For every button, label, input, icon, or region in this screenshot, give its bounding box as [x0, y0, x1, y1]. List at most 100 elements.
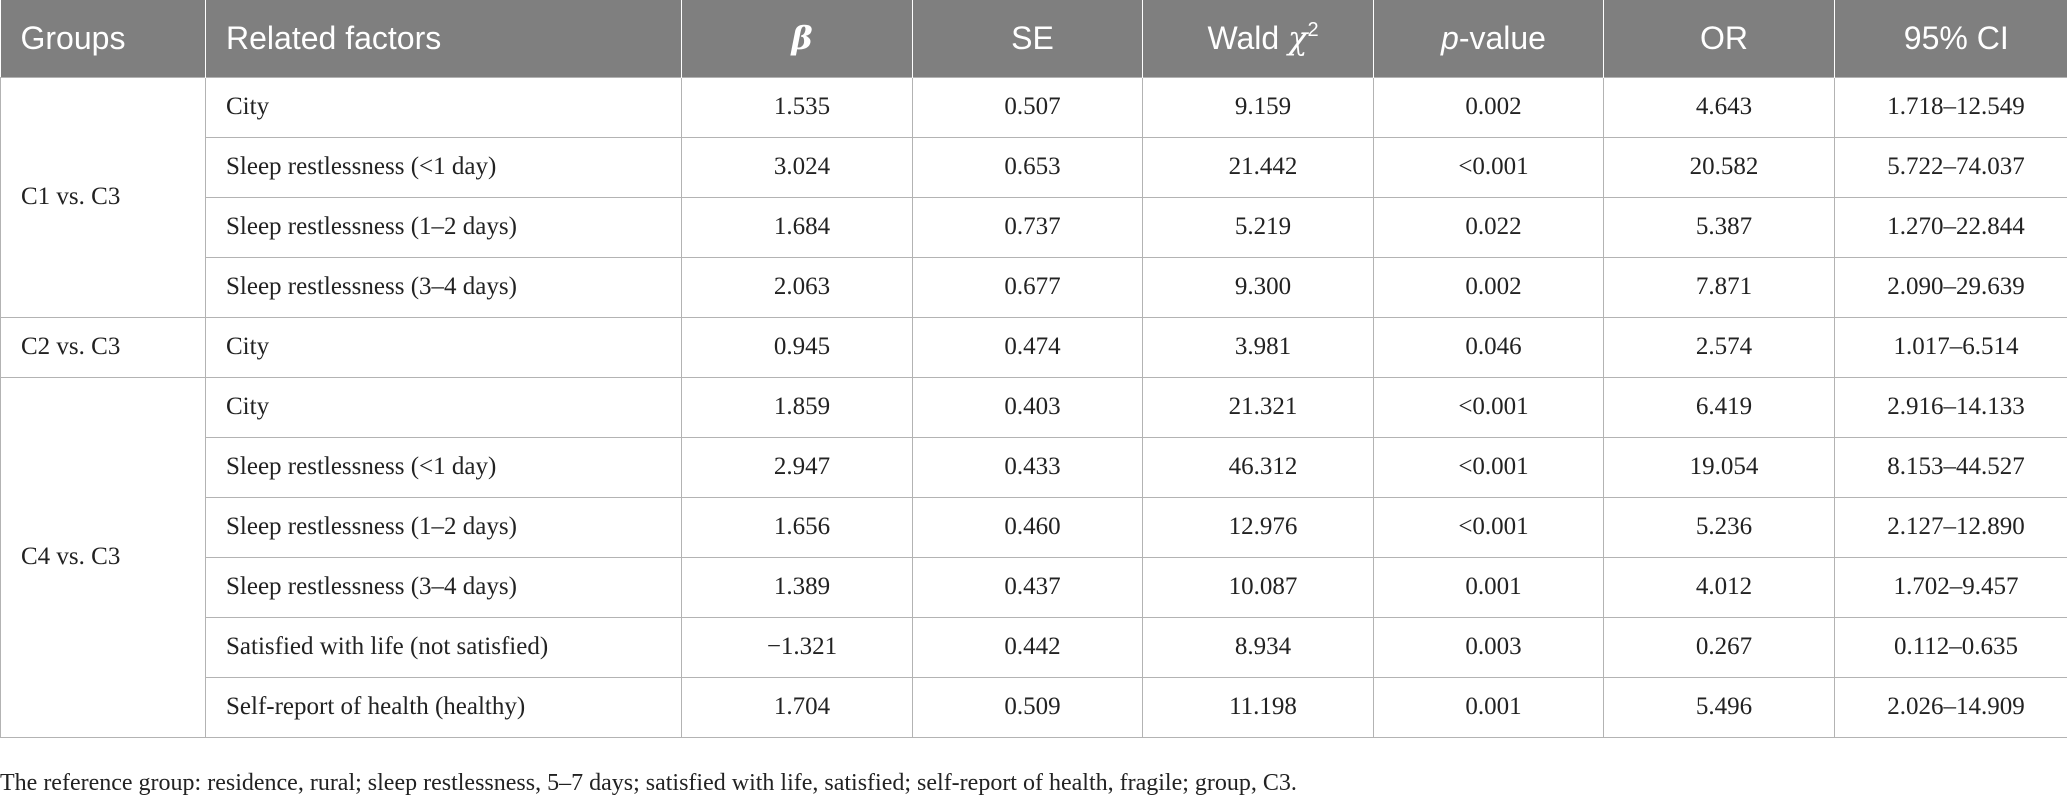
- p-value-cell: <0.001: [1373, 436, 1604, 498]
- or-cell: 5.387: [1603, 196, 1835, 258]
- table-row: Satisfied with life (not satisfied) −1.32…: [1, 616, 2067, 678]
- se-cell: 0.653: [912, 136, 1143, 198]
- beta-cell: 1.389: [681, 556, 913, 618]
- wald-cell: 21.321: [1142, 376, 1374, 438]
- p-suffix: -value: [1458, 19, 1546, 56]
- beta-cell: 2.063: [681, 256, 913, 318]
- group-cell: C4 vs. C3: [0, 376, 206, 738]
- or-cell: 7.871: [1603, 256, 1835, 318]
- or-cell: 0.267: [1603, 616, 1835, 678]
- p-value-cell: <0.001: [1373, 496, 1604, 558]
- factor-cell: Sleep restlessness (1–2 days): [205, 196, 682, 258]
- table-row: Sleep restlessness (<1 day) 2.947 0.433 46.…: [1, 436, 2067, 498]
- table-header: Groups Related factors β SE Wald χ2 p-va…: [0, 0, 2067, 77]
- beta-cell: 1.704: [681, 676, 913, 738]
- beta-cell: 0.945: [681, 316, 913, 378]
- ci-cell: 5.722–74.037: [1834, 136, 2067, 198]
- header-groups: Groups: [0, 0, 206, 77]
- se-cell: 0.460: [912, 496, 1143, 558]
- wald-cell: 9.159: [1142, 76, 1374, 138]
- factor-cell: Sleep restlessness (<1 day): [205, 136, 682, 198]
- or-cell: 6.419: [1603, 376, 1835, 438]
- or-cell: 4.643: [1603, 76, 1835, 138]
- chi-superscript: 2: [1307, 18, 1319, 41]
- se-cell: 0.509: [912, 676, 1143, 738]
- table-row: Sleep restlessness (1–2 days) 1.684 0.737 5…: [1, 196, 2067, 258]
- se-cell: 0.507: [912, 76, 1143, 138]
- factor-cell: Sleep restlessness (3–4 days): [205, 556, 682, 618]
- factor-cell: Sleep restlessness (1–2 days): [205, 496, 682, 558]
- factor-cell: Self-report of health (healthy): [205, 676, 682, 738]
- se-cell: 0.437: [912, 556, 1143, 618]
- wald-cell: 46.312: [1142, 436, 1374, 498]
- header-se: SE: [912, 0, 1143, 77]
- se-cell: 0.403: [912, 376, 1143, 438]
- wald-cell: 10.087: [1142, 556, 1374, 618]
- ci-cell: 0.112–0.635: [1834, 616, 2067, 678]
- ci-cell: 1.017–6.514: [1834, 316, 2067, 378]
- or-cell: 2.574: [1603, 316, 1835, 378]
- table-row: Sleep restlessness (3–4 days) 2.063 0.677 9…: [1, 256, 2067, 318]
- beta-cell: 1.535: [681, 76, 913, 138]
- header-row: Groups Related factors β SE Wald χ2 p-va…: [0, 0, 2067, 77]
- p-value-cell: 0.001: [1373, 556, 1604, 618]
- regression-table-container: Groups Related factors β SE Wald χ2 p-va…: [0, 0, 2067, 738]
- or-cell: 4.012: [1603, 556, 1835, 618]
- table-row: Sleep restlessness (<1 day) 3.024 0.653 21.…: [1, 136, 2067, 198]
- group-cell: C2 vs. C3: [0, 316, 206, 378]
- beta-cell: 2.947: [681, 436, 913, 498]
- wald-cell: 21.442: [1142, 136, 1374, 198]
- wald-cell: 3.981: [1142, 316, 1374, 378]
- ci-cell: 2.127–12.890: [1834, 496, 2067, 558]
- beta-cell: 3.024: [681, 136, 913, 198]
- wald-cell: 5.219: [1142, 196, 1374, 258]
- factor-cell: Sleep restlessness (3–4 days): [205, 256, 682, 318]
- factor-cell: City: [205, 76, 682, 138]
- table-row: C4 vs. C3 City 1.859 0.403 21.321 <0.001 6.419…: [0, 376, 2067, 738]
- beta-cell: −1.321: [681, 616, 913, 678]
- se-cell: 0.677: [912, 256, 1143, 318]
- p-value-cell: <0.001: [1373, 136, 1604, 198]
- factor-cell: Sleep restlessness (<1 day): [205, 436, 682, 498]
- table-row: C2 vs. C3 City 0.945 0.474 3.981 0.046 2.574 1.…: [0, 316, 2067, 378]
- factor-cell: Satisfied with life (not satisfied): [205, 616, 682, 678]
- header-p-value: p-value: [1373, 0, 1604, 77]
- wald-cell: 12.976: [1142, 496, 1374, 558]
- table-body: C1 vs. C3 City 1.535 0.507 9.159 0.002 4.643 1.…: [0, 76, 2067, 738]
- table-row: Self-report of health (healthy) 1.704 0.50…: [1, 676, 2067, 738]
- header-ci: 95% CI: [1834, 0, 2067, 77]
- p-value-cell: 0.046: [1373, 316, 1604, 378]
- factor-cell: City: [205, 376, 682, 438]
- factor-cell: City: [205, 316, 682, 378]
- header-related-factors: Related factors: [205, 0, 682, 77]
- se-cell: 0.433: [912, 436, 1143, 498]
- p-value-cell: 0.022: [1373, 196, 1604, 258]
- header-or: OR: [1603, 0, 1835, 77]
- wald-cell: 8.934: [1142, 616, 1374, 678]
- ci-cell: 2.090–29.639: [1834, 256, 2067, 318]
- table-row: Sleep restlessness (3–4 days) 1.389 0.437 1…: [1, 556, 2067, 618]
- header-wald-chi-square: Wald χ2: [1142, 0, 1374, 77]
- p-value-cell: 0.002: [1373, 76, 1604, 138]
- or-cell: 5.496: [1603, 676, 1835, 738]
- table-footnote: The reference group: residence, rural; s…: [0, 770, 1297, 796]
- beta-symbol: β: [791, 19, 813, 58]
- group-cell: C1 vs. C3: [0, 76, 206, 318]
- chi-symbol: χ: [1288, 19, 1308, 58]
- p-value-cell: 0.002: [1373, 256, 1604, 318]
- se-cell: 0.442: [912, 616, 1143, 678]
- or-cell: 5.236: [1603, 496, 1835, 558]
- p-value-cell: 0.001: [1373, 676, 1604, 738]
- ci-cell: 8.153–44.527: [1834, 436, 2067, 498]
- p-value-cell: 0.003: [1373, 616, 1604, 678]
- ci-cell: 1.718–12.549: [1834, 76, 2067, 138]
- ci-cell: 2.026–14.909: [1834, 676, 2067, 738]
- wald-cell: 9.300: [1142, 256, 1374, 318]
- wald-word: Wald: [1207, 20, 1280, 57]
- ci-cell: 1.270–22.844: [1834, 196, 2067, 258]
- beta-cell: 1.859: [681, 376, 913, 438]
- ci-cell: 2.916–14.133: [1834, 376, 2067, 438]
- se-cell: 0.737: [912, 196, 1143, 258]
- regression-results-table: Groups Related factors β SE Wald χ2 p-va…: [0, 0, 2067, 738]
- ci-cell: 1.702–9.457: [1834, 556, 2067, 618]
